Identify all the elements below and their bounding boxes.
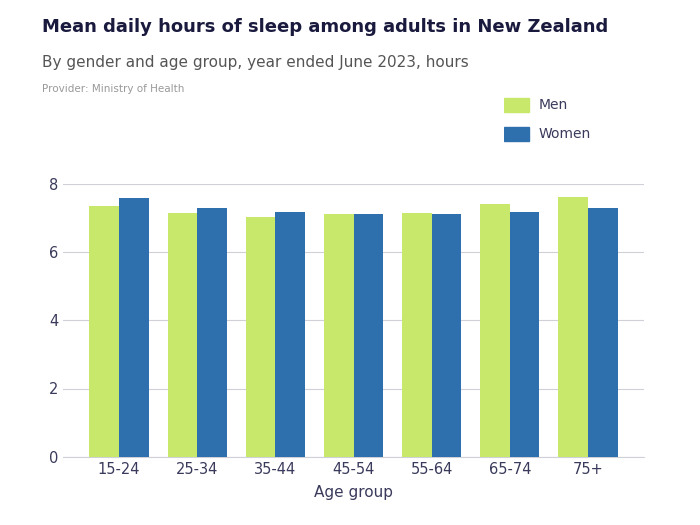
Text: Women: Women [539,127,592,141]
Text: figure.nz: figure.nz [580,24,664,41]
Bar [246,217,275,457]
Bar [402,213,432,457]
Bar [324,214,354,457]
Bar [90,206,119,457]
FancyBboxPatch shape [504,127,529,141]
FancyBboxPatch shape [504,99,529,112]
Bar [275,212,305,457]
Bar [167,213,197,457]
Text: Provider: Ministry of Health: Provider: Ministry of Health [42,84,184,94]
Bar [480,204,510,457]
Bar [197,208,227,457]
Bar [119,198,149,457]
Bar [354,214,383,457]
Bar [588,208,617,457]
Bar [432,214,461,457]
Text: Mean daily hours of sleep among adults in New Zealand: Mean daily hours of sleep among adults i… [42,18,608,36]
Text: Men: Men [539,98,568,112]
Bar [510,212,540,457]
Text: By gender and age group, year ended June 2023, hours: By gender and age group, year ended June… [42,55,469,70]
Bar [558,197,588,457]
X-axis label: Age group: Age group [314,485,393,500]
